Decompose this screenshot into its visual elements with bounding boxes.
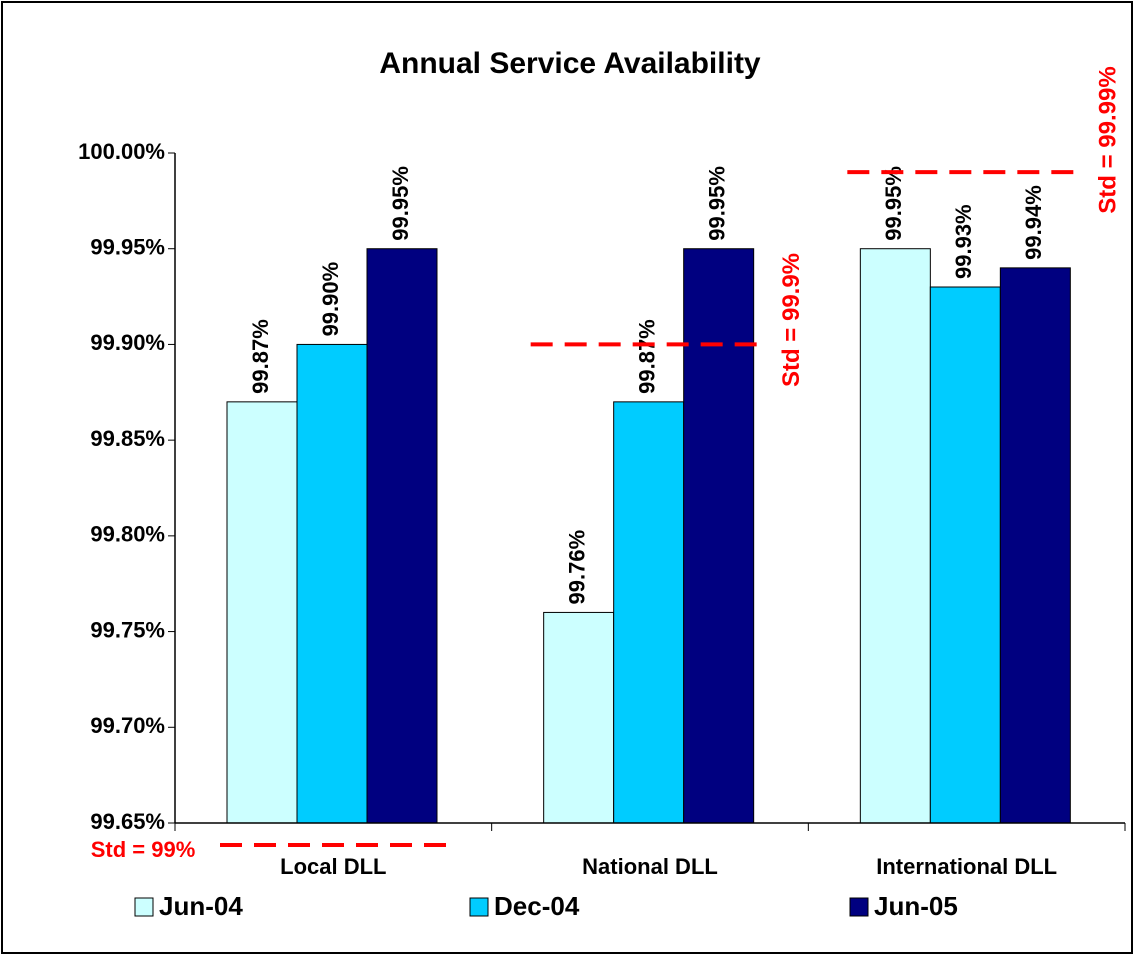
x-tick-label: International DLL [876, 854, 1057, 879]
chart-title: Annual Service Availability [379, 47, 761, 80]
bar [613, 401, 685, 824]
x-tick-label: Local DLL [280, 854, 386, 879]
data-label: 99.95% [388, 166, 413, 241]
legend-swatch [134, 897, 154, 917]
data-label: 99.95% [881, 166, 906, 241]
legend-label: Dec-04 [494, 891, 580, 921]
y-tick-label: 99.65% [90, 809, 165, 834]
data-label: 99.87% [248, 319, 273, 394]
bar [859, 248, 931, 824]
data-label: 99.87% [634, 319, 659, 394]
data-label: 99.93% [951, 204, 976, 279]
legend-label: Jun-04 [159, 891, 243, 921]
y-tick-label: 100.00% [78, 139, 165, 164]
y-tick-label: 99.75% [90, 617, 165, 642]
bar [543, 611, 615, 824]
y-tick-label: 99.80% [90, 522, 165, 547]
data-label: 99.94% [1021, 185, 1046, 260]
bar [226, 401, 298, 824]
data-label: 99.90% [318, 262, 343, 337]
legend-swatch [849, 897, 869, 917]
data-label: 99.76% [564, 530, 589, 605]
bar [366, 248, 438, 824]
bar [999, 267, 1071, 824]
bar [929, 286, 1001, 824]
data-label: 99.95% [704, 166, 729, 241]
std-label: Std = 99.9% [778, 253, 805, 387]
y-tick-label: 99.85% [90, 426, 165, 451]
y-tick-label: 99.95% [90, 235, 165, 260]
bar [296, 343, 368, 824]
legend-swatch [469, 897, 489, 917]
std-label: Std = 99% [91, 837, 196, 862]
std-label: Std = 99.99% [1095, 66, 1122, 213]
y-tick-label: 99.90% [90, 330, 165, 355]
legend-label: Jun-05 [874, 891, 958, 921]
y-tick-label: 99.70% [90, 713, 165, 738]
x-tick-label: National DLL [582, 854, 718, 879]
bar [683, 248, 755, 824]
